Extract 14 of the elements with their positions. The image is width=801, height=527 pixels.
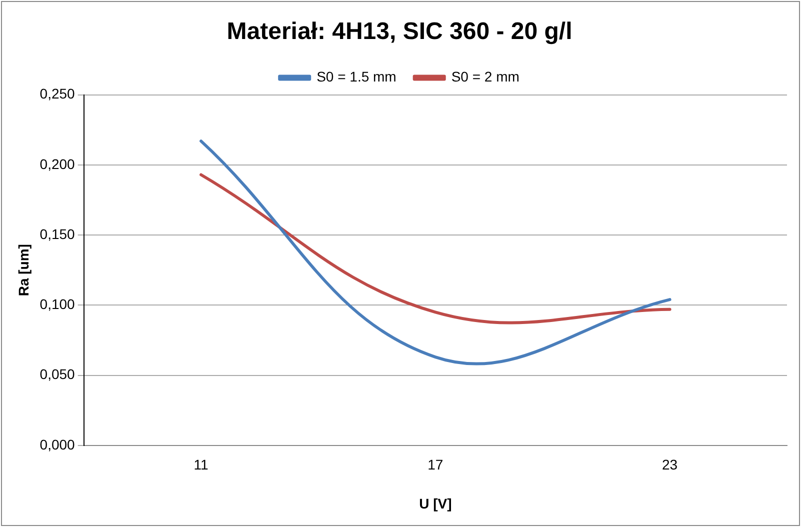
y-tick-label: 0,100 — [40, 296, 76, 312]
chart-title: Materiał: 4H13, SIC 360 - 20 g/l — [226, 18, 572, 46]
y-tick-label: 0,050 — [40, 366, 76, 382]
x-tick-label: 23 — [662, 456, 678, 473]
y-tick-label: 0,150 — [40, 226, 76, 242]
legend-label: S0 = 2 mm — [451, 68, 520, 85]
y-tick-label: 0,000 — [40, 436, 76, 452]
y-tick-label: 0,250 — [40, 86, 76, 102]
x-axis-title: U [V] — [419, 495, 452, 512]
y-axis-title: Ra [um] — [15, 244, 32, 296]
legend-label: S0 = 1.5 mm — [316, 68, 396, 85]
x-tick-label: 17 — [428, 456, 444, 473]
y-tick-label: 0,200 — [40, 156, 76, 172]
x-tick-label: 11 — [194, 456, 208, 473]
